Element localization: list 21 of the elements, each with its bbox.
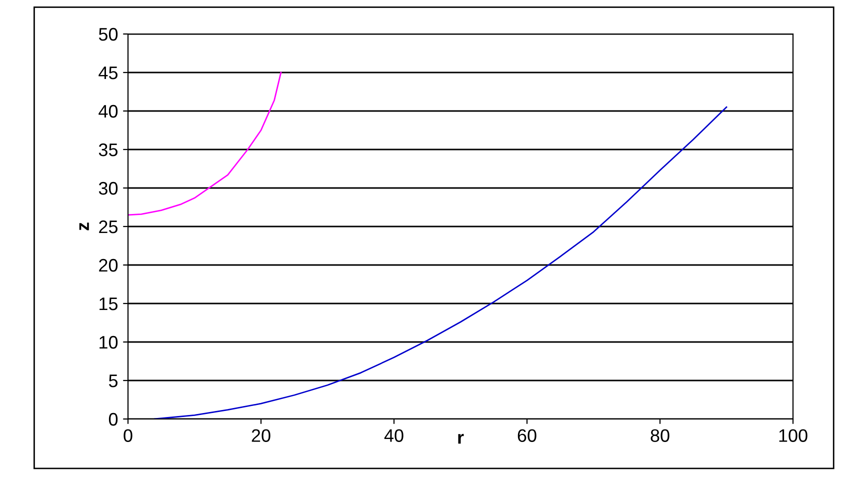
y-axis-title: z (79, 222, 89, 230)
y-tick-label: 15 (100, 298, 118, 310)
y-tick-label: 30 (98, 182, 118, 195)
x-tick-label: 0 (124, 429, 132, 442)
y-tick-label: 20 (99, 258, 118, 272)
line-series (154, 106, 728, 419)
y-tick-label: 50 (98, 28, 118, 41)
line-series (128, 72, 282, 216)
x-tick-label: 100 (779, 429, 808, 442)
x-tick-label: 40 (384, 429, 404, 442)
x-axis-title: r (458, 434, 464, 444)
y-tick-label: 10 (100, 336, 118, 349)
y-tick-label: 0 (108, 412, 118, 426)
y-tick-label: 35 (98, 143, 118, 156)
x-tick-label: 60 (518, 429, 536, 442)
x-tick-label: 20 (252, 429, 270, 442)
y-tick-label: 40 (98, 104, 118, 118)
y-tick-label: 45 (98, 66, 118, 80)
x-tick-label: 80 (650, 429, 670, 442)
y-tick-label: 5 (108, 374, 118, 388)
y-tick-label: 25 (99, 220, 118, 234)
